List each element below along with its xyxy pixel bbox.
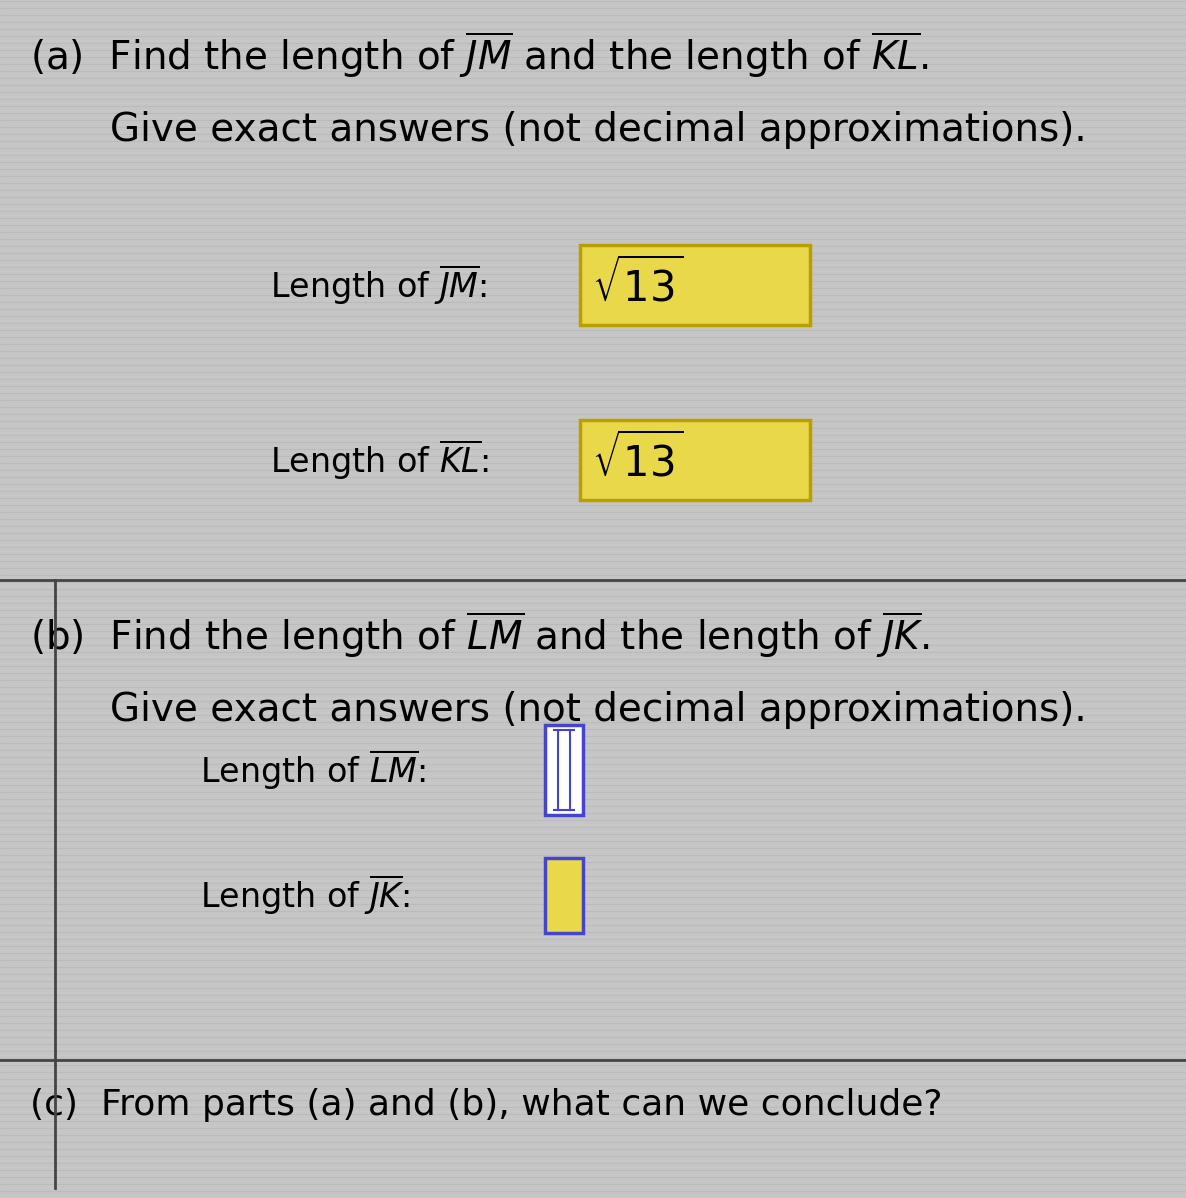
Text: Length of $\overline{LM}$:: Length of $\overline{LM}$: <box>200 748 426 792</box>
Text: Give exact answers (not decimal approximations).: Give exact answers (not decimal approxim… <box>110 691 1086 730</box>
Text: (b)  Find the length of $\overline{LM}$ and the length of $\overline{JK}$.: (b) Find the length of $\overline{LM}$ a… <box>30 610 929 660</box>
Text: (a)  Find the length of $\overline{JM}$ and the length of $\overline{KL}$.: (a) Find the length of $\overline{JM}$ a… <box>30 30 929 80</box>
Text: (c)  From parts (a) and (b), what can we conclude?: (c) From parts (a) and (b), what can we … <box>30 1088 943 1123</box>
Text: Length of $\overline{JM}$:: Length of $\overline{JM}$: <box>270 262 487 307</box>
Text: Give exact answers (not decimal approximations).: Give exact answers (not decimal approxim… <box>110 111 1086 149</box>
Text: $\sqrt{13}$: $\sqrt{13}$ <box>592 434 683 486</box>
Bar <box>546 725 584 815</box>
Text: $\sqrt{13}$: $\sqrt{13}$ <box>592 259 683 310</box>
Text: Length of $\overline{KL}$:: Length of $\overline{KL}$: <box>270 438 489 482</box>
Bar <box>546 858 584 933</box>
Text: Length of $\overline{JK}$:: Length of $\overline{JK}$: <box>200 873 410 918</box>
Bar <box>580 420 810 500</box>
Bar <box>580 246 810 325</box>
